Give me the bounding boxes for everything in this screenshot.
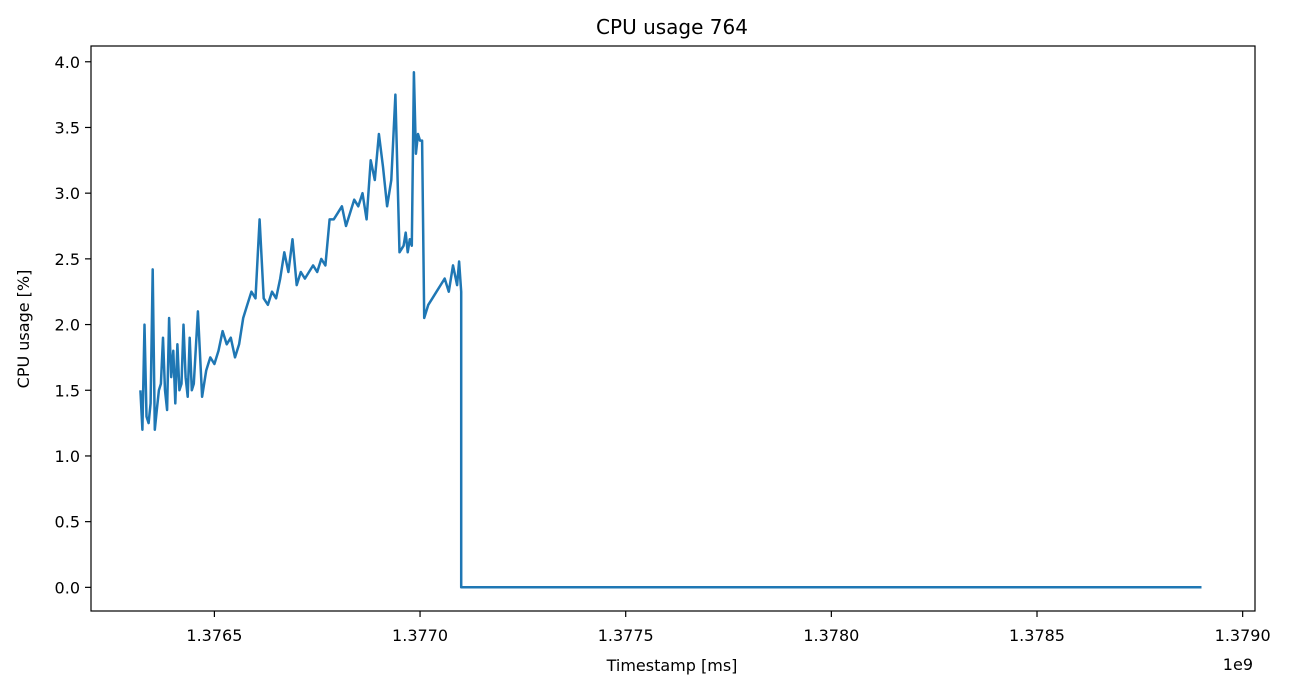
y-tick-label: 2.5: [55, 250, 80, 269]
x-tick-label: 1.3785: [1009, 626, 1065, 645]
x-axis-label: Timestamp [ms]: [606, 656, 738, 675]
y-axis: 0.0 0.5 1.0 1.5 2.0 2.5 3.0 3.5 4.0: [55, 53, 91, 597]
plot-area: 0.0 0.5 1.0 1.5 2.0 2.5 3.0 3.5 4.0 1.3765 1.3770…: [55, 45, 1271, 645]
y-tick-label: 1.5: [55, 381, 80, 400]
x-axis-offset-label: 1e9: [1223, 655, 1253, 674]
y-tick-label: 3.5: [55, 118, 80, 137]
x-axis: 1.3765 1.3770 1.3775 1.3780 1.3785 1.3790: [186, 611, 1271, 645]
x-tick-label: 1.3765: [186, 626, 242, 645]
y-axis-label: CPU usage [%]: [14, 270, 33, 389]
y-tick-label: 3.0: [55, 184, 80, 203]
y-tick-label: 4.0: [55, 53, 80, 72]
y-tick-label: 1.0: [55, 447, 80, 466]
x-tick-label: 1.3770: [392, 626, 448, 645]
y-tick-label: 0.0: [55, 578, 80, 597]
x-tick-label: 1.3790: [1215, 626, 1271, 645]
y-tick-label: 2.0: [55, 316, 80, 335]
x-tick-label: 1.3775: [598, 626, 654, 645]
cpu-usage-series-line: [139, 71, 1202, 589]
y-tick-label: 0.5: [55, 513, 80, 532]
plot-frame: [90, 45, 1256, 612]
chart-title: CPU usage 764: [596, 15, 748, 39]
x-tick-label: 1.3780: [803, 626, 859, 645]
